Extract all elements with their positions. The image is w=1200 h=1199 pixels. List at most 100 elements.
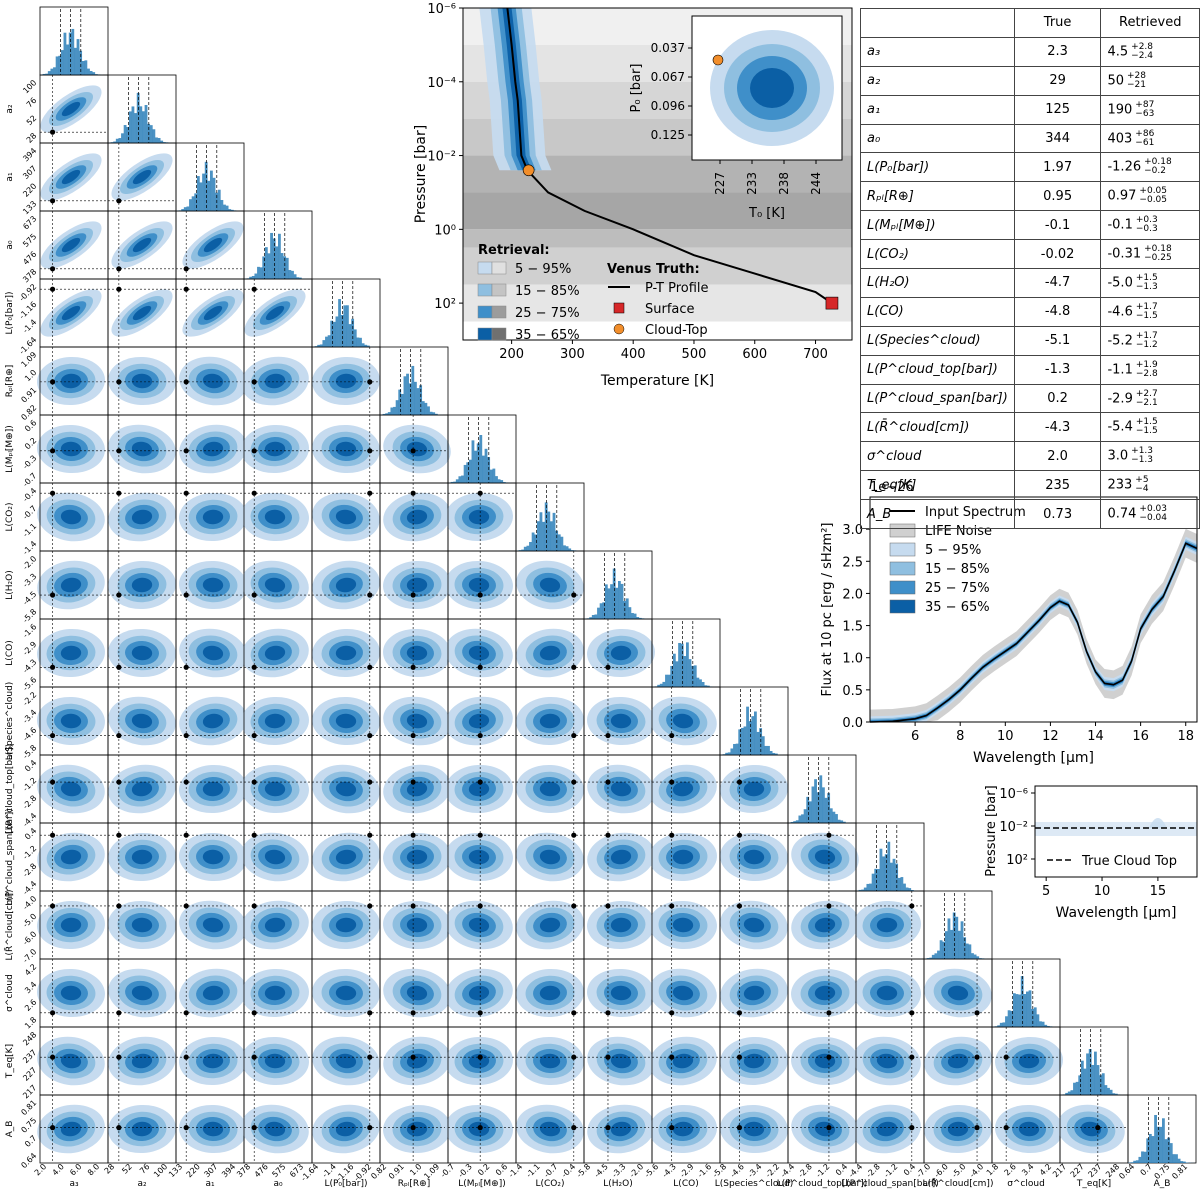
corner-x-axis-label: L(H₂O) bbox=[603, 1179, 633, 1189]
histogram-bar bbox=[476, 443, 480, 483]
histogram-bar bbox=[267, 253, 271, 279]
corner-contour bbox=[379, 1094, 451, 1164]
retrieved-cell: -5.4 +1.5 −1.5 bbox=[1100, 412, 1200, 443]
pt-legend: Retrieval: 5 − 95% 15 − 85% 25 − 75% 35 − 65… bbox=[477, 243, 709, 343]
histogram-bar bbox=[285, 257, 289, 279]
inset-y-tick-label: 0.096 bbox=[651, 99, 685, 113]
contour-level bbox=[406, 781, 428, 797]
corner-contour bbox=[241, 822, 313, 892]
spectrum-x-tick-label: 10 bbox=[997, 729, 1014, 744]
contour-level bbox=[610, 849, 632, 865]
corner-y-axis-label: L(R̄^cloud[cm]) bbox=[3, 890, 15, 961]
histogram-bar bbox=[526, 545, 530, 551]
uncertainty: +1.5 −1.3 bbox=[1136, 273, 1158, 292]
truth-point bbox=[571, 1010, 577, 1016]
histogram-bar bbox=[1164, 1139, 1168, 1163]
truth-point bbox=[49, 1125, 56, 1131]
histogram-bar bbox=[835, 814, 838, 823]
contour-level bbox=[539, 645, 561, 661]
histogram-bar bbox=[722, 754, 726, 755]
corner-contour bbox=[379, 482, 451, 552]
histogram-bar bbox=[66, 44, 69, 75]
histogram-bar bbox=[793, 821, 797, 823]
histogram-bar bbox=[1086, 1053, 1089, 1095]
histogram-bar bbox=[607, 588, 611, 619]
corner-x-axis-label: σ^cloud bbox=[1007, 1179, 1045, 1189]
contour-level bbox=[468, 917, 490, 933]
corner-contour bbox=[379, 890, 451, 960]
truth-point bbox=[251, 490, 257, 496]
pt-x-tick-label: 500 bbox=[682, 347, 707, 362]
param-cell: a₁ bbox=[860, 94, 1015, 125]
histogram-bar bbox=[638, 617, 642, 619]
histogram-bar bbox=[387, 412, 391, 415]
contour-level bbox=[610, 1121, 632, 1137]
table-header-param bbox=[860, 8, 1015, 38]
corner-contour bbox=[515, 618, 585, 688]
corner-y-axis-label: L(P^cloud_span[bar]) bbox=[5, 808, 15, 905]
retrieved-value: -0.1 bbox=[1107, 217, 1133, 233]
histogram-bar bbox=[434, 413, 438, 415]
truth-point bbox=[116, 379, 122, 385]
pt-inset: 227 233 238 244 0.037 0.067 0.096 0.125 T₀ [K] P₀… bbox=[629, 15, 843, 221]
corner-contour bbox=[445, 618, 517, 688]
corner-x-tick-label: 1.8 bbox=[985, 1162, 1000, 1177]
pt-x-tick-label: 200 bbox=[499, 347, 524, 362]
corner-contour bbox=[311, 958, 381, 1028]
corner-x-tick-label: 394 bbox=[220, 1162, 237, 1179]
histogram-bar bbox=[738, 729, 742, 755]
corner-x-tick-label: -4.4 bbox=[847, 1162, 864, 1179]
contour-level bbox=[406, 645, 428, 661]
contour-level bbox=[60, 985, 82, 1001]
corner-y-tick-label: -2.9 bbox=[21, 640, 38, 657]
truth-point bbox=[367, 832, 373, 838]
histogram-bar bbox=[699, 679, 702, 687]
histogram-bar bbox=[259, 267, 263, 279]
corner-y-tick-label: -1.2 bbox=[21, 844, 38, 861]
pt-y-tick-label: 10² bbox=[434, 297, 456, 312]
histogram-bar bbox=[774, 753, 778, 755]
histogram-bar bbox=[822, 787, 825, 823]
corner-y-tick-label: 227 bbox=[21, 1066, 38, 1083]
truth-point bbox=[116, 1054, 122, 1060]
pressure-band bbox=[463, 247, 852, 285]
histogram-bar bbox=[1182, 1161, 1186, 1163]
contour-level bbox=[131, 373, 153, 389]
corner-y-tick-label: 0.82 bbox=[19, 403, 38, 422]
contour-level bbox=[335, 509, 357, 525]
corner-x-axis-label: a₃ bbox=[69, 1179, 79, 1189]
histogram-bar bbox=[338, 299, 341, 347]
contour-level bbox=[131, 1121, 153, 1137]
retrieved-value: -5.4 bbox=[1107, 419, 1133, 435]
truth-point bbox=[477, 490, 483, 496]
corner-x-tick-label: -7.0 bbox=[915, 1162, 932, 1179]
truth-point bbox=[183, 592, 189, 598]
contour-level bbox=[406, 577, 428, 593]
contour-level bbox=[406, 917, 428, 933]
histogram-bar bbox=[1114, 1093, 1118, 1095]
corner-y-tick-label: 100 bbox=[21, 78, 38, 95]
histogram-bar bbox=[633, 613, 637, 619]
histogram-bar bbox=[1067, 1091, 1071, 1095]
param-cell: A_B bbox=[860, 499, 1015, 530]
truth-point bbox=[367, 379, 373, 385]
corner-x-tick-label: 0.82 bbox=[369, 1162, 388, 1181]
histogram-bar bbox=[1159, 1126, 1163, 1163]
contour-level bbox=[335, 985, 357, 1001]
histogram-bar bbox=[495, 476, 498, 483]
corner-y-tick-label: 237 bbox=[21, 1048, 38, 1065]
histogram-bar bbox=[1083, 1068, 1087, 1095]
truth-point bbox=[116, 779, 122, 785]
corner-y-tick-label: 673 bbox=[21, 214, 38, 231]
inset-y-tick-label: 0.037 bbox=[651, 41, 685, 55]
spectrum-x-tick-label: 16 bbox=[1132, 729, 1149, 744]
corner-contour bbox=[583, 1094, 655, 1164]
contour-level bbox=[264, 509, 286, 525]
contour-level bbox=[202, 1053, 224, 1069]
corner-y-tick-label: 307 bbox=[21, 164, 38, 181]
histogram-bar bbox=[251, 275, 255, 279]
param-cell: L(P^cloud_span[bar]) bbox=[860, 383, 1015, 414]
histogram-bar bbox=[536, 521, 540, 551]
corner-x-tick-label: 100 bbox=[152, 1162, 169, 1179]
histogram-bar bbox=[680, 643, 684, 687]
